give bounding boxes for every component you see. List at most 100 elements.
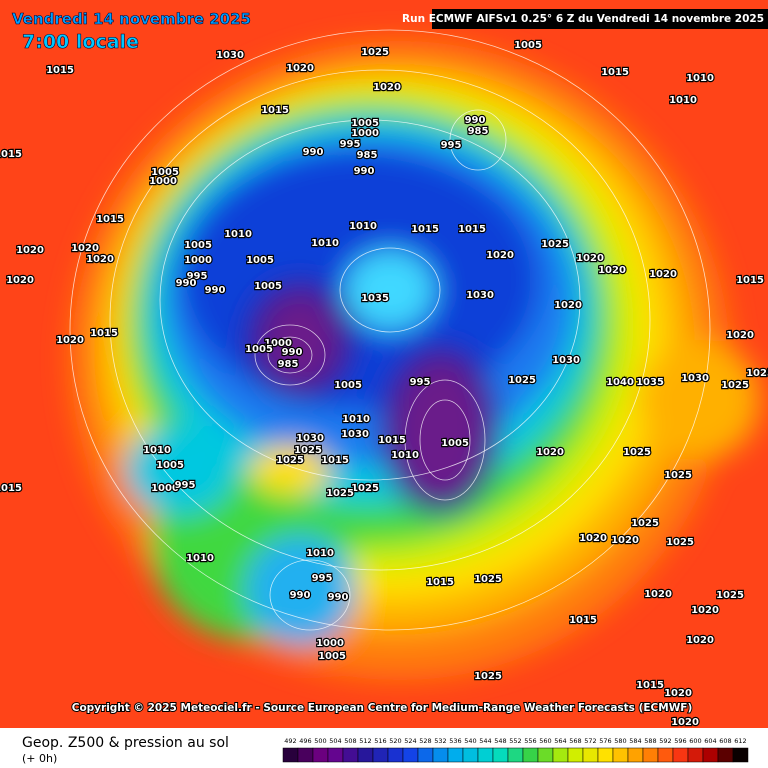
pressure-label: 1015 bbox=[90, 328, 118, 339]
pressure-label: 1015 bbox=[0, 149, 22, 160]
footer-title: Geop. Z500 & pression au sol bbox=[22, 735, 229, 751]
pressure-label: 1005 bbox=[441, 438, 469, 449]
pressure-label: 1020 bbox=[671, 717, 699, 728]
pressure-label: 1025 bbox=[746, 368, 768, 379]
isobars bbox=[69, 29, 711, 631]
pressure-label: 1025 bbox=[623, 447, 651, 458]
pressure-label: 990 bbox=[205, 285, 226, 296]
pressure-label: 1030 bbox=[341, 429, 369, 440]
pressure-label: 1020 bbox=[86, 254, 114, 265]
pressure-label: 1030 bbox=[681, 373, 709, 384]
pressure-label: 1015 bbox=[261, 105, 289, 116]
scale-label: 528 bbox=[419, 737, 431, 745]
scale-label: 572 bbox=[584, 737, 596, 745]
pressure-label: 1030 bbox=[466, 290, 494, 301]
scale-cell bbox=[657, 747, 674, 763]
copyright: Copyright © 2025 Meteociel.fr - Source E… bbox=[72, 702, 693, 714]
pressure-label: 990 bbox=[282, 347, 303, 358]
scale-cell bbox=[597, 747, 614, 763]
pressure-label: 1020 bbox=[486, 250, 514, 261]
height-field bbox=[0, 0, 768, 728]
pressure-label: 1020 bbox=[649, 269, 677, 280]
pressure-label: 1005 bbox=[156, 460, 184, 471]
pressure-label: 1005 bbox=[318, 651, 346, 662]
footer-lead: (+ 0h) bbox=[22, 752, 57, 765]
pressure-label: 1010 bbox=[306, 548, 334, 559]
scale-label: 564 bbox=[554, 737, 566, 745]
scale-cell bbox=[432, 747, 449, 763]
pressure-label: 1025 bbox=[541, 239, 569, 250]
scale-cell bbox=[672, 747, 689, 763]
pressure-label: 985 bbox=[468, 126, 489, 137]
scale-cell bbox=[582, 747, 599, 763]
pressure-label: 1015 bbox=[411, 224, 439, 235]
pressure-label: 990 bbox=[465, 115, 486, 126]
scale-label: 552 bbox=[509, 737, 521, 745]
pressure-label: 1015 bbox=[46, 65, 74, 76]
pressure-label: 1020 bbox=[576, 253, 604, 264]
pressure-label: 1020 bbox=[579, 533, 607, 544]
scale-cell bbox=[297, 747, 314, 763]
pressure-label: 1040 bbox=[606, 377, 634, 388]
pressure-label: 1015 bbox=[601, 67, 629, 78]
pressure-label: 1015 bbox=[321, 455, 349, 466]
run-box bbox=[432, 9, 768, 29]
pressure-label: 995 bbox=[410, 377, 431, 388]
scale-label: 576 bbox=[599, 737, 611, 745]
scale-label: 520 bbox=[389, 737, 401, 745]
scale-label: 508 bbox=[344, 737, 356, 745]
scale-label: 512 bbox=[359, 737, 371, 745]
scale-label: 600 bbox=[689, 737, 701, 745]
pressure-label: 1010 bbox=[669, 95, 697, 106]
pressure-label: 1005 bbox=[351, 118, 379, 129]
scale-cell bbox=[612, 747, 629, 763]
pressure-label: 995 bbox=[175, 480, 196, 491]
scale-label: 492 bbox=[284, 737, 296, 745]
pressure-label: 1025 bbox=[474, 574, 502, 585]
scale-label: 596 bbox=[674, 737, 686, 745]
scale-cell bbox=[327, 747, 344, 763]
scale-cell bbox=[387, 747, 404, 763]
scale-cell bbox=[462, 747, 479, 763]
scale-cell bbox=[447, 747, 464, 763]
scale-label: 568 bbox=[569, 737, 581, 745]
pressure-label: 1015 bbox=[569, 615, 597, 626]
pressure-label: 1005 bbox=[334, 380, 362, 391]
pressure-label: 1025 bbox=[474, 671, 502, 682]
scale-label: 496 bbox=[299, 737, 311, 745]
pressure-label: 1025 bbox=[351, 483, 379, 494]
scale-label: 536 bbox=[449, 737, 461, 745]
scale-label: 556 bbox=[524, 737, 536, 745]
pressure-label: 1025 bbox=[631, 518, 659, 529]
pressure-label: 1015 bbox=[96, 214, 124, 225]
scale-label: 524 bbox=[404, 737, 416, 745]
scale-label: 584 bbox=[629, 737, 641, 745]
scale-label: 604 bbox=[704, 737, 716, 745]
pressure-label: 1010 bbox=[224, 229, 252, 240]
pressure-labels: 1030 1015 1020 1025 1005 1015 1010 1010 1015 1020… bbox=[0, 39, 768, 729]
pressure-label: 1015 bbox=[0, 483, 22, 494]
pressure-label: 1015 bbox=[736, 275, 764, 286]
pressure-label: 1020 bbox=[726, 330, 754, 341]
pressure-label: 1015 bbox=[636, 680, 664, 691]
pressure-label: 985 bbox=[278, 359, 299, 370]
scale-label: 608 bbox=[719, 737, 731, 745]
scale-label: 592 bbox=[659, 737, 671, 745]
pressure-label: 995 bbox=[441, 140, 462, 151]
pressure-label: 1015 bbox=[426, 577, 454, 588]
pressure-label: 1010 bbox=[686, 73, 714, 84]
pressure-label: 1000 bbox=[149, 176, 177, 187]
scale-label: 612 bbox=[734, 737, 746, 745]
scale-cell bbox=[342, 747, 359, 763]
scale-cell bbox=[282, 747, 299, 763]
pressure-label: 1005 bbox=[184, 240, 212, 251]
pressure-label: 1000 bbox=[264, 338, 292, 349]
scale-label: 560 bbox=[539, 737, 551, 745]
scale-label: 588 bbox=[644, 737, 656, 745]
pressure-label: 1005 bbox=[254, 281, 282, 292]
pressure-label: 995 bbox=[340, 139, 361, 150]
pressure-label: 1000 bbox=[316, 638, 344, 649]
pressure-label: 1020 bbox=[644, 589, 672, 600]
pressure-label: 1005 bbox=[246, 255, 274, 266]
